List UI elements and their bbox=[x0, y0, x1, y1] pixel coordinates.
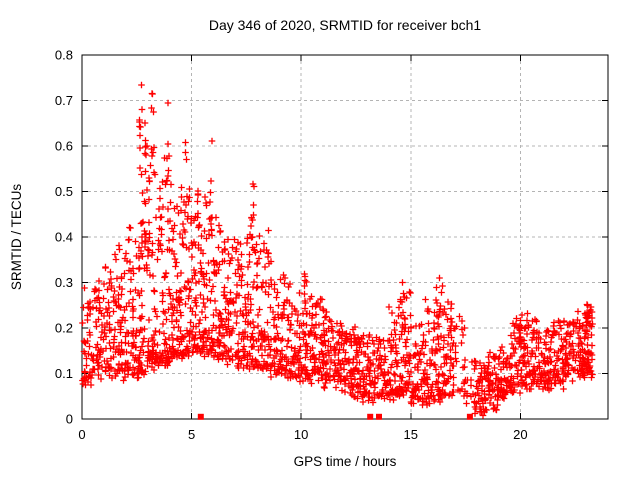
x-tick-label: 15 bbox=[404, 427, 418, 442]
y-tick-label: 0.1 bbox=[55, 366, 73, 381]
y-axis-label: SRMTID / TECUs bbox=[9, 184, 24, 291]
x-tick-label: 10 bbox=[294, 427, 308, 442]
scatter-points-layer bbox=[79, 81, 596, 419]
y-tick-label: 0.4 bbox=[55, 230, 73, 245]
event-marker bbox=[197, 413, 204, 420]
y-tick-label: 0.5 bbox=[55, 184, 73, 199]
tick-labels-layer: 0 5 10 15 20 0 0.1 0.2 0.3 0.4 0.5 0.6 0.7 0.8 bbox=[55, 48, 528, 443]
chart-title: Day 346 of 2020, SRMTID for receiver bch… bbox=[209, 17, 482, 33]
grid-layer bbox=[82, 55, 608, 419]
grid-lines bbox=[82, 55, 608, 419]
x-tick-label: 0 bbox=[78, 427, 85, 442]
event-marker bbox=[466, 413, 473, 420]
y-tick-label: 0.3 bbox=[55, 275, 73, 290]
x-tick-label: 5 bbox=[188, 427, 195, 442]
x-tick-label: 20 bbox=[513, 427, 527, 442]
y-tick-label: 0.7 bbox=[55, 93, 73, 108]
y-tick-label: 0.2 bbox=[55, 321, 73, 336]
event-marker bbox=[376, 413, 382, 420]
event-markers-layer bbox=[197, 413, 473, 420]
y-tick-label: 0.6 bbox=[55, 139, 73, 154]
x-axis-label: GPS time / hours bbox=[294, 454, 397, 469]
event-marker bbox=[367, 413, 374, 420]
y-tick-label: 0.8 bbox=[55, 48, 73, 63]
scatter-points bbox=[79, 81, 596, 419]
y-tick-label: 0 bbox=[66, 412, 73, 427]
